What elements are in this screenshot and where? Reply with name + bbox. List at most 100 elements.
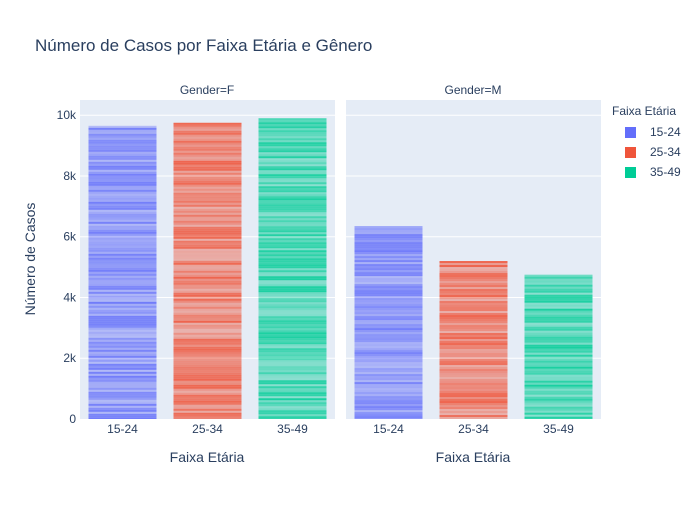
bar-stripe [174, 405, 242, 407]
bar-stripe [89, 236, 157, 238]
bar-stripe [355, 250, 423, 252]
bar-stripe [259, 326, 327, 328]
bar-stripe [355, 282, 423, 284]
bar-stripe [174, 317, 242, 319]
bar-stripe [174, 159, 242, 161]
bar-stripe [259, 412, 327, 414]
bar-stripe [259, 202, 327, 204]
bar-stripe [355, 228, 423, 230]
bar-stripe [525, 405, 593, 407]
bar-stripe [440, 303, 508, 305]
bar-stripe [259, 172, 327, 174]
bar-stripe [525, 303, 593, 305]
bar-stripe [259, 360, 327, 362]
bar-stripe [174, 373, 242, 375]
bar-stripe [525, 359, 593, 361]
bar-stripe [259, 364, 327, 366]
bar-stripe [174, 239, 242, 241]
bar-stripe [355, 234, 423, 236]
bar-stripe [259, 362, 327, 364]
bar-stripe [259, 190, 327, 192]
bar-stripe [89, 314, 157, 316]
bar-stripe [355, 312, 423, 314]
bar-stripe [355, 236, 423, 238]
bar-stripe [355, 294, 423, 296]
bar-stripe [174, 199, 242, 201]
bar-stripe [440, 359, 508, 361]
bar-stripe [355, 374, 423, 376]
legend-item-15-24[interactable]: 15-24 [612, 122, 681, 142]
y-tick-label-4: 8k [63, 169, 77, 183]
bar-stripe [259, 208, 327, 210]
bar-stripe [89, 416, 157, 418]
bar-stripe [440, 305, 508, 307]
bar-stripe [259, 258, 327, 260]
bar-stripe [259, 402, 327, 404]
bar-stripe [89, 408, 157, 410]
bar-stripe [259, 308, 327, 310]
bar-stripe [259, 160, 327, 162]
bar-stripe [440, 381, 508, 383]
bar-stripe [89, 352, 157, 354]
bar-stripe [89, 388, 157, 390]
bar-stripe [259, 266, 327, 268]
bar-stripe [440, 363, 508, 365]
bar-stripe [355, 280, 423, 282]
bar-stripe [259, 186, 327, 188]
bar-stripe [174, 331, 242, 333]
bar-stripe [89, 264, 157, 266]
bar-stripe [174, 141, 242, 143]
bar-stripe [89, 134, 157, 136]
legend-item-35-49[interactable]: 35-49 [612, 162, 681, 182]
bar-stripe [174, 281, 242, 283]
bar-stripe [525, 279, 593, 281]
bar-stripe [89, 304, 157, 306]
bar-stripe [355, 390, 423, 392]
bar-stripe [174, 163, 242, 165]
bar-stripe [259, 368, 327, 370]
bar-stripe [259, 270, 327, 272]
bar-stripe [525, 369, 593, 371]
bar-stripe [89, 176, 157, 178]
bar-stripe [89, 364, 157, 366]
bar-stripe [174, 255, 242, 257]
bar-stripe [525, 315, 593, 317]
legend-item-25-34[interactable]: 25-34 [612, 142, 681, 162]
bar-stripe [355, 360, 423, 362]
bar-stripe [174, 243, 242, 245]
bar-stripe [259, 210, 327, 212]
bar-stripe [525, 289, 593, 291]
bar-stripe [89, 146, 157, 148]
bar-stripe [355, 350, 423, 352]
bar-stripe [174, 347, 242, 349]
bar-stripe [174, 187, 242, 189]
bar-stripe [440, 365, 508, 367]
bar-stripe [525, 329, 593, 331]
bar-stripe [89, 342, 157, 344]
bar-stripe [89, 326, 157, 328]
bar-stripe [89, 320, 157, 322]
bar-stripe [440, 399, 508, 401]
bar-stripe [259, 296, 327, 298]
bar-stripe [174, 253, 242, 255]
bar-stripe [89, 286, 157, 288]
bar-stripe [525, 277, 593, 279]
bar-stripe [259, 408, 327, 410]
bar-stripe [89, 402, 157, 404]
bar-stripe [89, 390, 157, 392]
bar-stripe [259, 182, 327, 184]
bar-stripe [259, 350, 327, 352]
bar-stripe [355, 342, 423, 344]
bar-stripe [89, 362, 157, 364]
bar-stripe [355, 268, 423, 270]
bar-stripe [525, 385, 593, 387]
bar-stripe [355, 382, 423, 384]
bar-stripe [259, 406, 327, 408]
bar-stripe [355, 276, 423, 278]
bar-stripe [259, 248, 327, 250]
bar-stripe [174, 307, 242, 309]
bar-stripe [525, 353, 593, 355]
bar-stripe [259, 148, 327, 150]
bar-stripe [174, 183, 242, 185]
bar-stripe [174, 265, 242, 267]
